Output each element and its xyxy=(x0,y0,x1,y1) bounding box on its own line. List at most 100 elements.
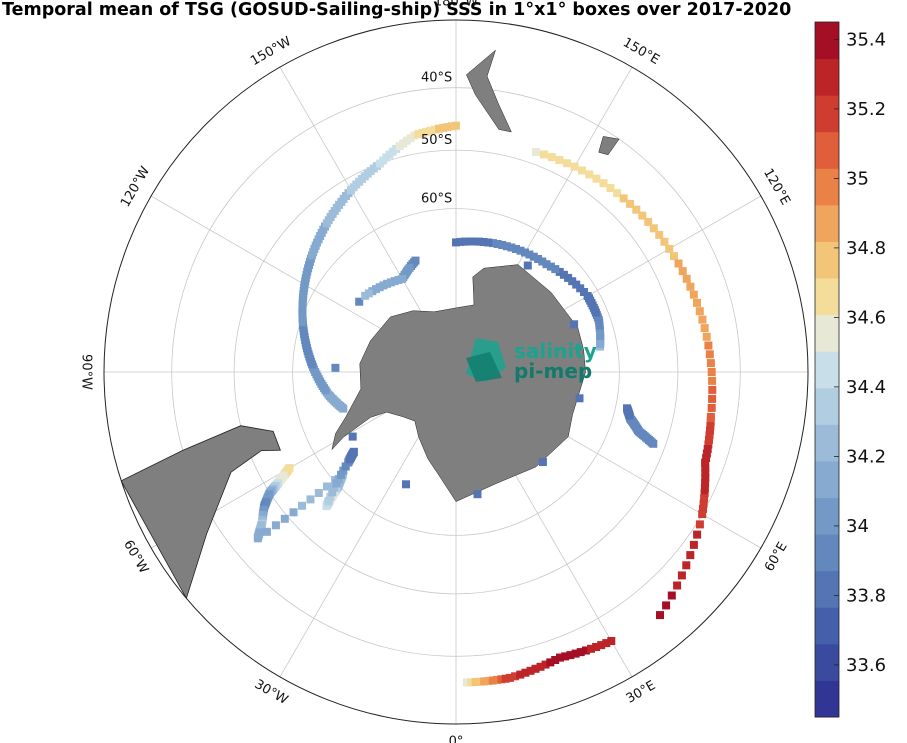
sss-box xyxy=(355,297,364,306)
sss-box xyxy=(689,290,698,299)
sss-box xyxy=(619,194,628,203)
sss-box xyxy=(538,257,547,266)
sss-box xyxy=(693,530,702,539)
lon-label: 60°E xyxy=(762,540,791,575)
sss-box xyxy=(649,224,658,233)
sss-box xyxy=(488,239,497,248)
sss-box xyxy=(298,501,306,510)
colorbar-tick-label: 34 xyxy=(846,516,869,537)
sss-box xyxy=(698,510,707,519)
sss-box xyxy=(439,123,448,132)
sss-box xyxy=(706,359,715,368)
sss-box xyxy=(702,449,711,458)
sss-tracks xyxy=(253,121,717,687)
sss-box xyxy=(505,673,514,682)
sss-box xyxy=(516,246,525,255)
sss-box xyxy=(607,637,616,645)
logo-line1: salinity xyxy=(514,339,597,363)
sss-box xyxy=(488,676,497,685)
sss-box xyxy=(686,551,695,560)
sss-box xyxy=(314,489,323,497)
sss-box xyxy=(705,435,713,444)
meridian-330 xyxy=(279,417,430,678)
colorbar-tick-label: 34.4 xyxy=(846,377,886,398)
sss-box xyxy=(534,255,543,263)
sss-box xyxy=(435,124,443,133)
sss-box xyxy=(262,527,271,536)
sss-box xyxy=(570,320,579,329)
sss-box xyxy=(585,170,594,179)
colorbar-swatch xyxy=(815,314,839,352)
sss-box xyxy=(677,571,686,580)
sss-box xyxy=(576,648,585,657)
colorbar-swatch xyxy=(815,58,839,96)
sss-box xyxy=(501,674,510,683)
sss-box xyxy=(521,668,530,677)
sss-box xyxy=(361,291,370,300)
sss-box xyxy=(521,248,529,257)
sss-box xyxy=(324,497,333,506)
logo-line2: pi-mep xyxy=(514,359,592,383)
sss-box xyxy=(602,639,611,648)
sss-box xyxy=(695,307,704,316)
sss-box xyxy=(706,417,715,426)
sss-box xyxy=(551,265,560,274)
sss-box xyxy=(708,376,717,385)
sss-box xyxy=(539,150,548,159)
meridian-240 xyxy=(150,195,411,346)
sss-box xyxy=(339,466,348,475)
sss-box xyxy=(592,174,601,183)
sss-box xyxy=(323,482,331,491)
sss-box xyxy=(673,581,682,590)
sss-box xyxy=(322,502,331,511)
colorbar-tick-label: 33.6 xyxy=(846,655,886,676)
colorbar: 33.6 33.8 34 34.2 34.4 34.6 34.8 35 35.2 35.4 xyxy=(814,21,886,718)
sss-box xyxy=(695,520,704,529)
sss-box xyxy=(670,252,678,261)
colorbar-swatch xyxy=(815,278,839,316)
sss-box xyxy=(475,237,483,246)
sss-box xyxy=(541,660,550,669)
sss-box xyxy=(708,394,717,403)
sss-box xyxy=(470,237,479,246)
colorbar-tick-label: 34.2 xyxy=(846,446,886,467)
sss-box xyxy=(705,350,714,359)
sss-box xyxy=(564,273,573,282)
colorbar-swatch xyxy=(815,534,839,572)
sss-box xyxy=(701,473,710,482)
sss-box xyxy=(613,189,622,198)
colorbar-swatch xyxy=(815,241,839,279)
sss-box xyxy=(559,270,568,279)
sss-box xyxy=(331,363,340,372)
sss-box xyxy=(337,470,345,479)
sss-box xyxy=(348,432,357,441)
new-zealand xyxy=(466,49,512,133)
colorbar-frame xyxy=(814,21,840,718)
sss-box xyxy=(280,514,289,523)
sss-box xyxy=(526,666,535,675)
lon-label: 120°E xyxy=(760,166,793,208)
colorbar-swatch xyxy=(815,424,839,462)
sss-box xyxy=(507,243,516,252)
sss-box xyxy=(702,332,711,341)
sss-box xyxy=(682,561,691,570)
lon-label: 60°W xyxy=(120,538,151,577)
lon-label: 0° xyxy=(449,735,464,743)
antarctica xyxy=(331,264,586,502)
colorbar-tick-label: 35.4 xyxy=(846,29,886,50)
sss-box xyxy=(538,458,547,466)
sss-box xyxy=(328,488,337,497)
sss-box xyxy=(701,478,710,487)
colorbar-tick-label: 35.2 xyxy=(846,99,886,120)
sss-box xyxy=(502,242,511,251)
sss-box xyxy=(597,641,606,650)
colorbar-tick-label: 34.6 xyxy=(846,307,886,328)
colorbar-swatch xyxy=(815,497,839,535)
lat-label: 60°S xyxy=(421,192,452,207)
sss-box xyxy=(422,127,431,136)
sss-box xyxy=(480,677,489,686)
sss-box xyxy=(467,678,476,687)
sss-box xyxy=(546,658,555,667)
sss-box xyxy=(563,159,571,168)
sss-box xyxy=(547,153,556,162)
